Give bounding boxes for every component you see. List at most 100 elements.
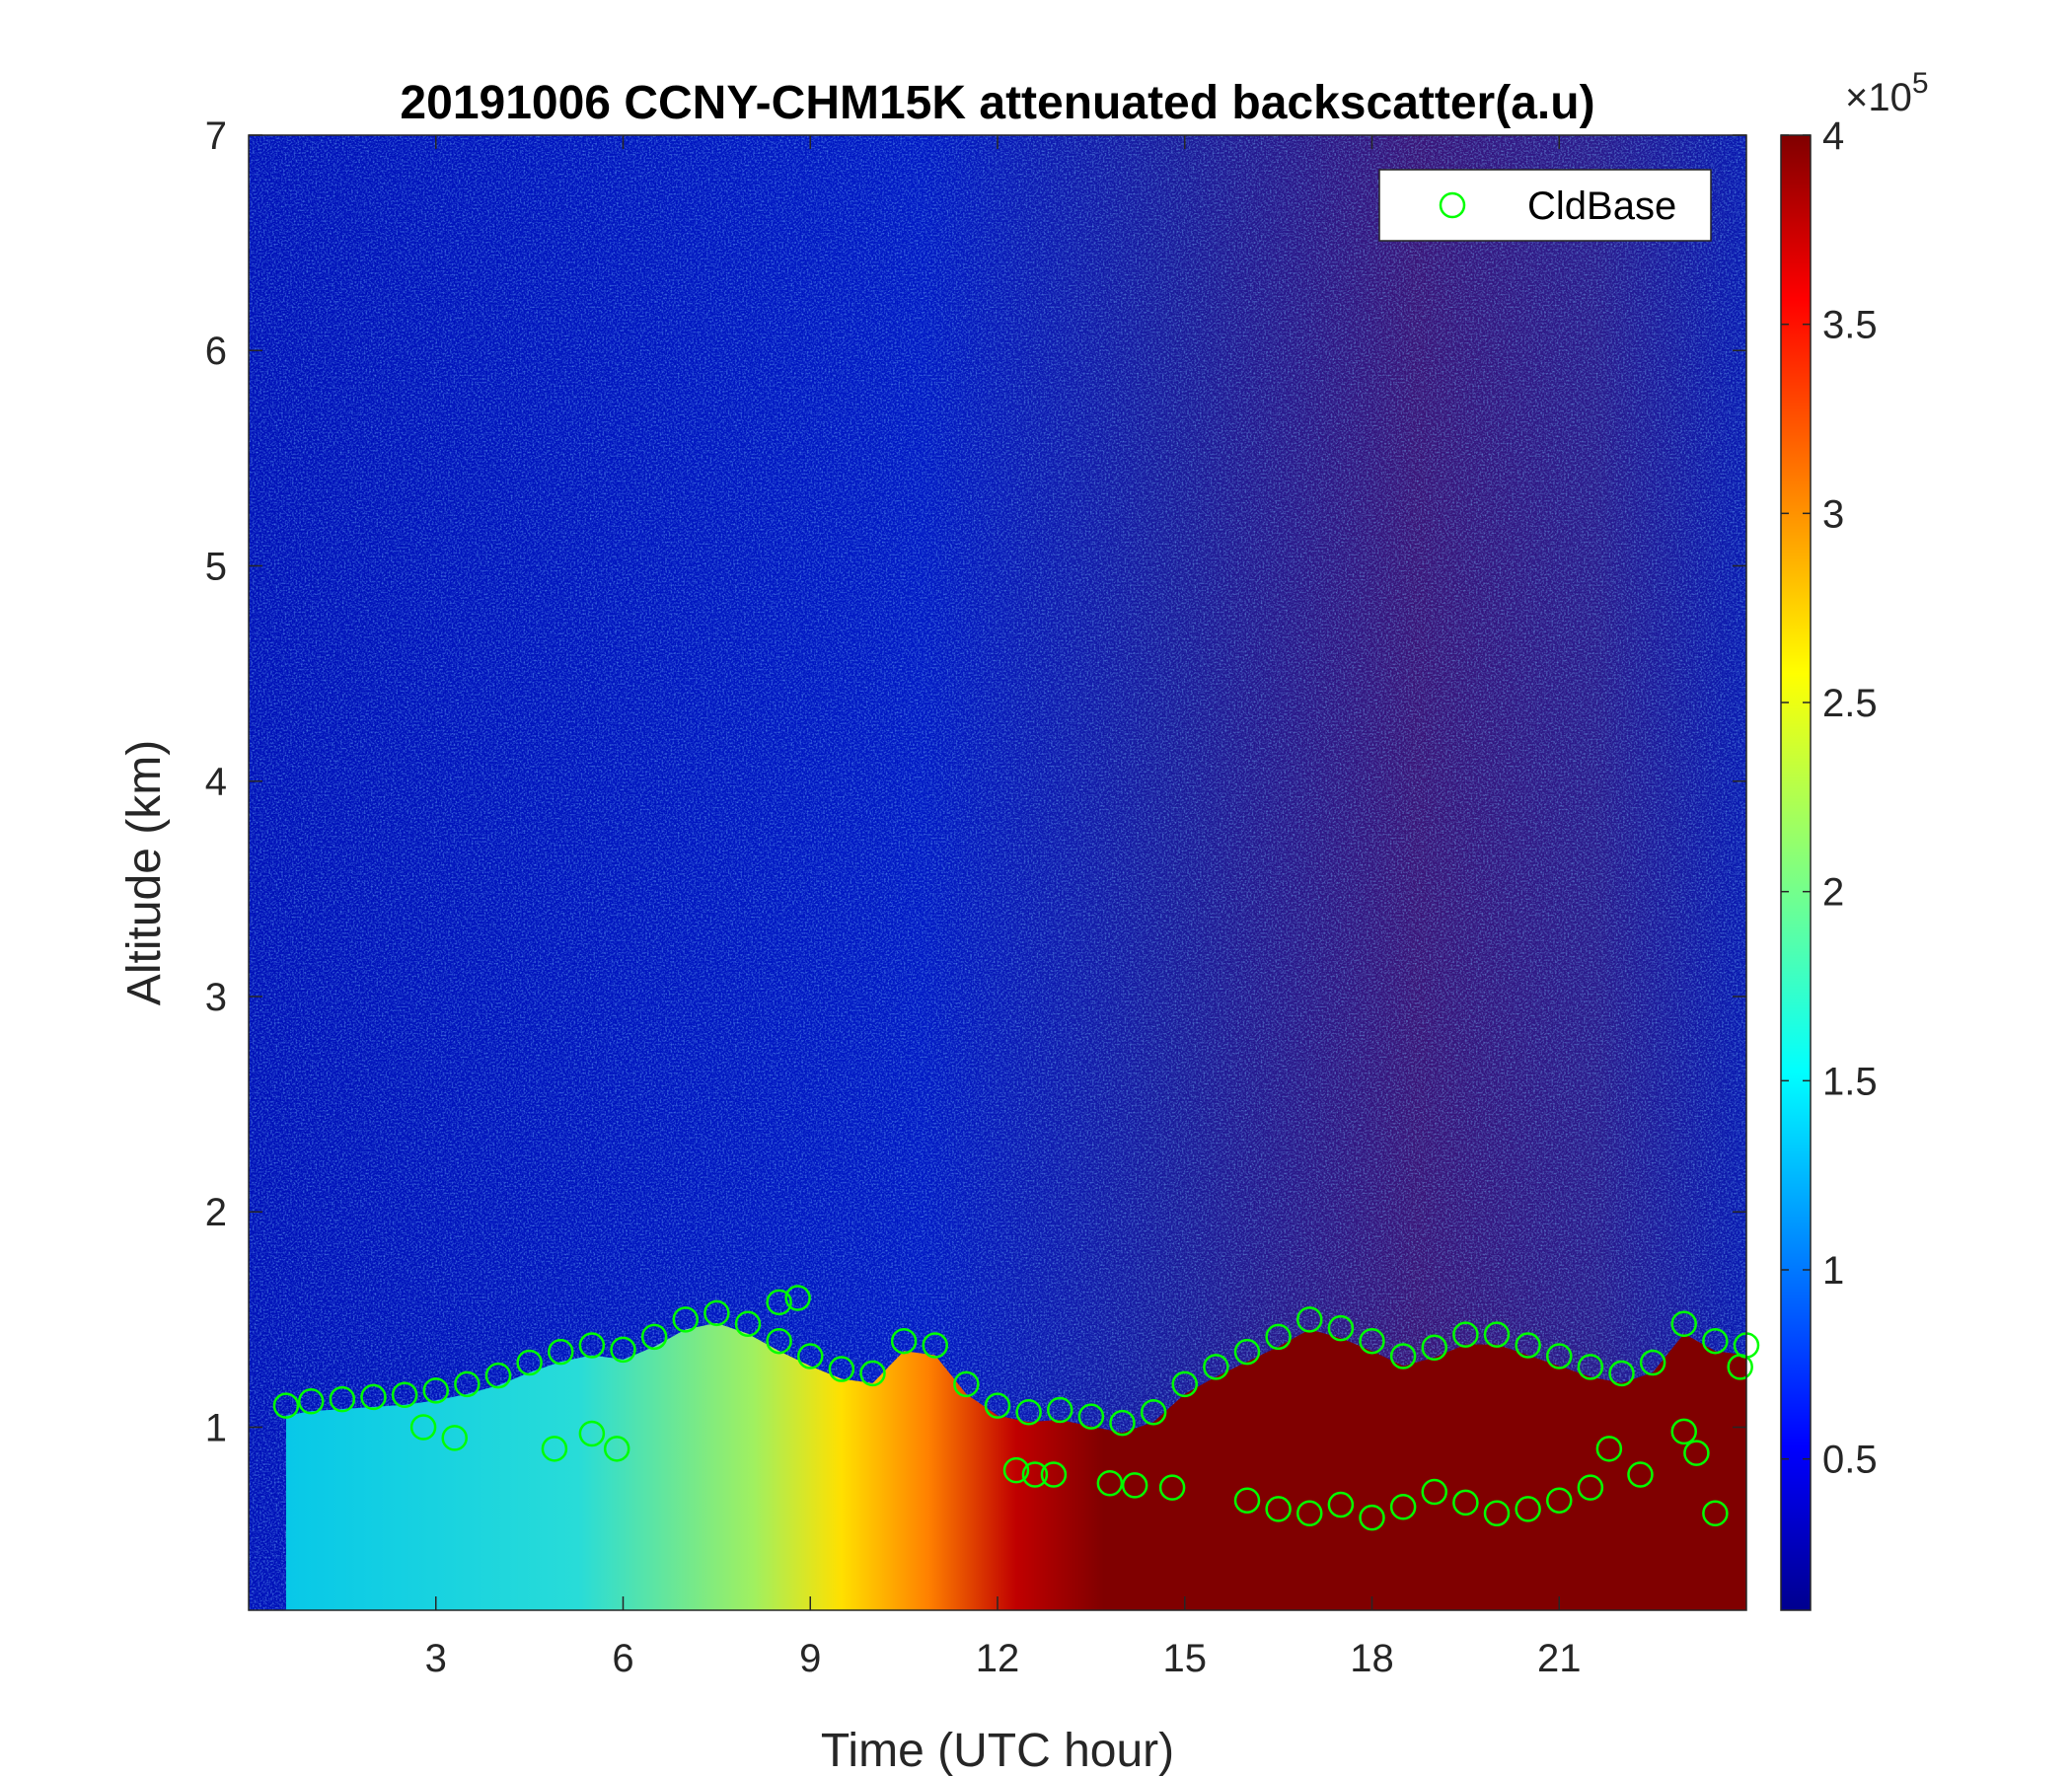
colorbar: 0.5 1 1.5 2 2.5 3 3.5 4 ×105: [1780, 67, 1929, 1611]
scattered-cloud-base-point-18: [1727, 1354, 1753, 1380]
scattered-cloud-base-point-8: [1021, 1461, 1049, 1488]
cloud-base-point-42: [1577, 1354, 1604, 1380]
lower-cloud-base-point-6: [1421, 1478, 1447, 1506]
y-tick-label-4: 4: [205, 761, 227, 804]
x-axis: 3 6 9 12 15 18 21: [425, 135, 1582, 1680]
x-tick-label-21: 21: [1537, 1637, 1582, 1680]
cloud-base-point-15: [734, 1310, 762, 1337]
y-tick-label-5: 5: [205, 545, 227, 588]
scattered-cloud-base-point-9: [1040, 1461, 1068, 1488]
colorbar-tick-label-1.5: 1.5: [1822, 1060, 1878, 1103]
scattered-cloud-base-point-17: [1702, 1500, 1729, 1527]
lower-cloud-base-point-4: [1359, 1504, 1385, 1531]
x-tick-label-9: 9: [799, 1637, 821, 1680]
boundary-layer-backscatter: [285, 1322, 1746, 1610]
lower-cloud-base-point-7: [1452, 1489, 1479, 1517]
y-tick-label-2: 2: [205, 1191, 227, 1234]
scattered-cloud-base-point-13: [1595, 1436, 1623, 1462]
scattered-cloud-base-point-2: [541, 1436, 568, 1462]
cloud-base-point-41: [1546, 1343, 1573, 1369]
scattered-cloud-base-point-12: [1158, 1474, 1186, 1501]
scattered-cloud-base-point-7: [1002, 1456, 1030, 1484]
y-axis: 1 2 3 4 5 6 7: [205, 114, 1746, 1449]
colorbar-scale: [1780, 134, 1812, 1611]
cloud-base-markers: [272, 1285, 1760, 1531]
cloud-base-point-20: [890, 1327, 918, 1355]
cloud-base-point-27: [1109, 1409, 1136, 1437]
cloud-base-point-18: [828, 1356, 855, 1382]
cloud-base-point-43: [1608, 1360, 1635, 1387]
scattered-cloud-base-point-11: [1121, 1472, 1148, 1499]
cloud-base-point-46: [1702, 1327, 1729, 1355]
cloud-base-point-34: [1327, 1314, 1355, 1342]
lower-cloud-base-point-0: [1233, 1487, 1261, 1514]
y-tick-label-3: 3: [205, 976, 227, 1019]
y-tick-label-7: 7: [205, 114, 227, 158]
colorbar-tick-label-2: 2: [1822, 871, 1844, 915]
cloud-base-point-2: [329, 1385, 356, 1413]
x-tick-label-6: 6: [612, 1637, 633, 1680]
cloud-base-point-40: [1515, 1332, 1541, 1359]
cloud-base-point-16: [766, 1327, 792, 1355]
cloud-base-point-3: [360, 1383, 387, 1411]
y-tick-label-6: 6: [205, 330, 227, 373]
cloud-base-point-22: [953, 1370, 980, 1398]
cloud-base-point-5: [422, 1377, 449, 1404]
x-tick-label-15: 15: [1163, 1637, 1208, 1680]
colorbar-tick-label-3.5: 3.5: [1822, 304, 1878, 347]
cloud-base-point-4: [391, 1381, 418, 1409]
legend-label-cldbase: CldBase: [1527, 185, 1676, 228]
scattered-cloud-base-point-10: [1096, 1469, 1124, 1497]
colorbar-tick-label-0.5: 0.5: [1822, 1439, 1878, 1482]
cloud-base-point-28: [1140, 1398, 1167, 1426]
cloud-base-point-25: [1047, 1396, 1073, 1424]
cloud-base-point-37: [1421, 1334, 1447, 1361]
cloud-base-point-33: [1296, 1306, 1323, 1333]
cloud-base-point-39: [1483, 1321, 1511, 1348]
scattered-cloud-base-point-0: [409, 1414, 437, 1441]
scattered-cloud-base-point-3: [578, 1420, 606, 1447]
cloud-base-point-44: [1639, 1349, 1666, 1376]
x-axis-label: Time (UTC hour): [821, 1725, 1174, 1776]
legend-marker-cldbase: [1439, 191, 1466, 219]
lower-cloud-base-point-10: [1546, 1487, 1573, 1514]
scattered-cloud-base-point-1: [441, 1425, 468, 1451]
scattered-cloud-base-point-6: [784, 1285, 811, 1311]
legend-box: [1378, 169, 1712, 242]
cloud-base-point-19: [859, 1360, 886, 1387]
lower-cloud-base-point-8: [1483, 1500, 1511, 1527]
x-tick-label-18: 18: [1350, 1637, 1394, 1680]
legend: CldBase: [1378, 169, 1712, 242]
scattered-cloud-base-point-14: [1627, 1461, 1654, 1488]
y-axis-label: Altitude (km): [118, 740, 171, 1005]
y-tick-label-1: 1: [205, 1406, 227, 1449]
chart-title: 20191006 CCNY-CHM15K attenuated backscat…: [400, 77, 1594, 129]
lower-cloud-base-point-11: [1577, 1474, 1604, 1501]
lower-cloud-base-point-3: [1327, 1491, 1355, 1518]
cloud-base-point-1: [298, 1388, 325, 1415]
cloud-base-point-12: [640, 1323, 668, 1351]
colorbar-tick-label-3: 3: [1822, 492, 1844, 536]
lower-cloud-base-point-9: [1515, 1496, 1541, 1522]
cloud-base-point-13: [672, 1306, 699, 1333]
scattered-cloud-base-point-4: [603, 1436, 630, 1462]
colorbar-tick-label-2.5: 2.5: [1822, 682, 1878, 725]
x-tick-label-12: 12: [976, 1637, 1020, 1680]
cloud-base-point-21: [922, 1332, 948, 1359]
cloud-base-point-24: [1015, 1398, 1042, 1426]
scattered-cloud-base-point-15: [1670, 1418, 1697, 1445]
cloud-base-point-45: [1670, 1310, 1697, 1337]
colorbar-exponent: ×105: [1845, 67, 1929, 119]
cloud-base-point-6: [454, 1370, 481, 1398]
lower-cloud-base-point-2: [1296, 1500, 1323, 1527]
lower-cloud-base-point-1: [1265, 1496, 1292, 1522]
cloud-base-point-32: [1265, 1323, 1292, 1351]
cloud-base-point-14: [703, 1299, 730, 1327]
cloud-base-point-0: [272, 1392, 300, 1419]
cloud-base-point-17: [797, 1343, 824, 1369]
colorbar-tick-label-4: 4: [1822, 114, 1844, 158]
cloud-base-point-35: [1359, 1327, 1385, 1355]
colorbar-tick-label-1: 1: [1822, 1249, 1844, 1293]
cloud-base-point-38: [1452, 1321, 1479, 1348]
